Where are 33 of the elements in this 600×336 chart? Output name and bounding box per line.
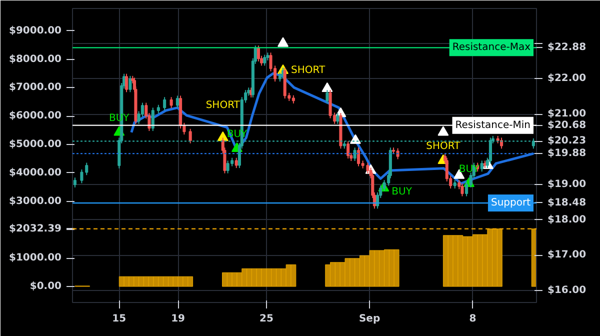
y-tick-label: $2032.39 [8,223,62,234]
ref-line-label: Resistance-Max [452,42,531,54]
y2-tick-label: $19.00 [548,179,586,190]
y-tick-label: $1000.00 [8,252,62,264]
y-tick-label: $4000.00 [8,167,62,178]
x-tick-label: 25 [259,314,274,324]
y-tick-label: $5000.00 [8,139,62,150]
y2-tick-label: $19.88 [548,148,586,160]
y2-tick-label: $16.00 [548,285,586,296]
y2-tick-label: $22.88 [548,42,586,54]
y2-tick-label: $22.00 [548,73,586,84]
y2-tick-label: $20.68 [548,120,586,131]
series-label: SHORT [291,65,326,76]
y2-tick-label: $21.00 [548,108,586,120]
y-tick-label: $3000.00 [8,196,62,207]
x-tick-label: 8 [469,314,476,324]
y-tick-label: $0.00 [30,281,62,292]
y2-tick-label: $17.00 [548,250,586,261]
y2-tick-label: $18.48 [548,197,586,208]
ref-line-label: Resistance-Min [455,120,531,131]
ref-line-label: Support [490,197,531,208]
text: SHORT [426,141,460,152]
text: SHORT [206,100,240,112]
y2-tick-label: $20.23 [548,136,586,147]
x-tick-label: 19 [171,314,186,324]
x-tick-label: 15 [112,314,126,324]
x-tick-label: Sep [358,314,380,324]
y2-tick-label: $18.00 [548,214,586,226]
y-tick-label: $9000.00 [8,25,62,36]
y-tick-label: $7000.00 [8,82,62,94]
y-tick-label: $8000.00 [8,54,62,65]
series-label: BUY [392,186,413,198]
y-tick-label: $6000.00 [8,110,62,122]
